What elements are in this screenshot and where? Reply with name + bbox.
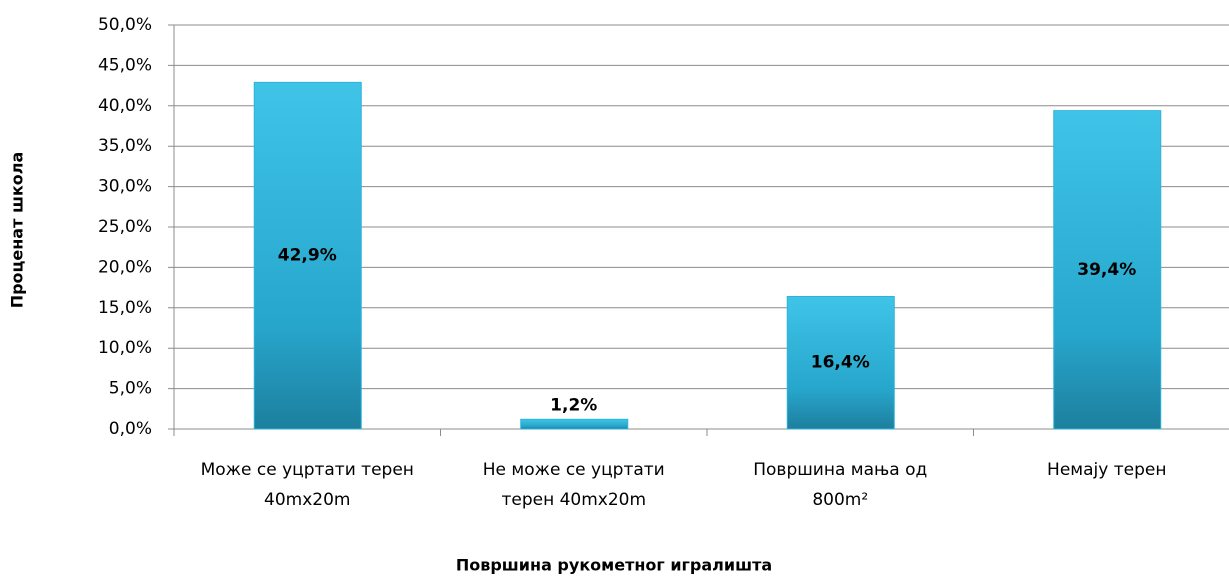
data-label: 1,2% bbox=[550, 395, 597, 415]
bar bbox=[786, 295, 895, 430]
y-tick-label: 15,0% bbox=[98, 298, 152, 318]
x-tick-label: Површина мања од 800m² bbox=[753, 460, 928, 510]
data-label: 42,9% bbox=[278, 246, 337, 266]
y-tick-label: 0,0% bbox=[109, 419, 152, 439]
data-label: 39,4% bbox=[1077, 260, 1136, 280]
y-tick-label: 40,0% bbox=[98, 96, 152, 116]
x-axis-title: Површина рукометног игралишта bbox=[456, 556, 772, 575]
x-tick-label: Немају терен bbox=[1047, 460, 1167, 480]
y-tick-label: 25,0% bbox=[98, 217, 152, 237]
bar bbox=[253, 81, 362, 430]
y-tick-label: 50,0% bbox=[98, 15, 152, 35]
y-tick-label: 5,0% bbox=[109, 379, 152, 399]
x-tick-label: Не може се уцртати терен 40mx20m bbox=[482, 460, 665, 510]
x-tick-label: Може се уцртати терен 40mx20m bbox=[200, 460, 414, 510]
bar bbox=[1053, 110, 1162, 430]
y-tick-label: 35,0% bbox=[98, 136, 152, 156]
y-tick-label: 20,0% bbox=[98, 257, 152, 277]
data-label: 16,4% bbox=[811, 353, 870, 373]
y-tick-label: 45,0% bbox=[98, 55, 152, 75]
y-tick-label: 10,0% bbox=[98, 338, 152, 358]
y-axis-title: Проценат школа bbox=[8, 152, 27, 309]
y-tick-label: 30,0% bbox=[98, 177, 152, 197]
bar bbox=[520, 418, 629, 430]
